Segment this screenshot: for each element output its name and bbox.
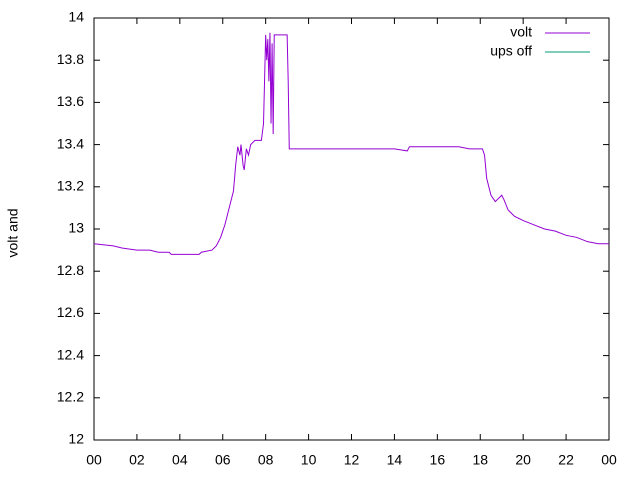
x-tick-label: 10 (301, 452, 317, 468)
y-tick-label: 12.6 (57, 304, 84, 320)
x-tick-label: 00 (601, 452, 617, 468)
y-tick-label: 13 (68, 220, 84, 236)
x-tick-label: 14 (387, 452, 403, 468)
y-tick-label: 13.2 (57, 178, 84, 194)
x-tick-label: 20 (515, 452, 531, 468)
x-tick-label: 06 (215, 452, 231, 468)
x-tick-label: 02 (129, 452, 145, 468)
y-tick-label: 12.2 (57, 389, 84, 405)
y-tick-label: 12 (68, 431, 84, 447)
y-tick-label: 12.8 (57, 262, 84, 278)
x-tick-label: 18 (472, 452, 488, 468)
y-axis-label: volt and (5, 208, 21, 257)
x-tick-label: 12 (344, 452, 360, 468)
x-tick-label: 00 (86, 452, 102, 468)
y-tick-label: 13.4 (57, 135, 84, 151)
legend-label: volt (510, 24, 532, 40)
y-tick-label: 13.8 (57, 51, 84, 67)
x-tick-label: 22 (558, 452, 574, 468)
x-tick-label: 04 (172, 452, 188, 468)
x-tick-label: 08 (258, 452, 274, 468)
plot-border (93, 17, 610, 441)
y-tick-label: 13.6 (57, 93, 84, 109)
y-tick-label: 14 (68, 9, 84, 25)
y-tick-label: 12.4 (57, 346, 84, 362)
x-tick-label: 16 (430, 452, 446, 468)
legend-label: ups off (490, 43, 532, 59)
data-line (93, 32, 609, 255)
